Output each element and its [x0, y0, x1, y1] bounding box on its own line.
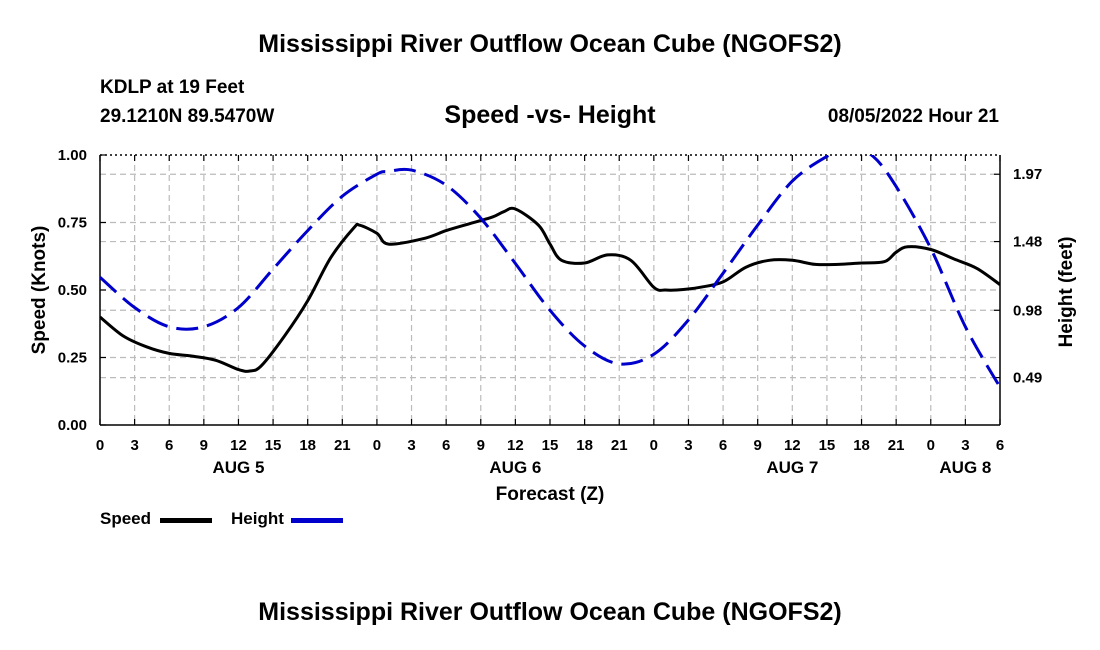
x-tick-label: 0 [650, 437, 658, 454]
x-axis-title: Forecast (Z) [496, 484, 605, 505]
x-day-label: AUG 5 [212, 458, 264, 477]
x-tick-label: 0 [96, 437, 104, 454]
x-tick-label: 9 [200, 437, 208, 454]
chart-subtitle: Speed -vs- Height [444, 101, 656, 129]
x-tick-label: 3 [961, 437, 969, 454]
chart-title: Mississippi River Outflow Ocean Cube (NG… [258, 30, 842, 58]
x-tick-label: 12 [230, 437, 247, 454]
x-tick-label: 3 [407, 437, 415, 454]
x-tick-label: 21 [611, 437, 628, 454]
x-tick-label: 6 [719, 437, 727, 454]
x-tick-label: 0 [927, 437, 935, 454]
x-tick-label: 6 [442, 437, 450, 454]
x-tick-label: 15 [819, 437, 836, 454]
x-day-label: AUG 8 [939, 458, 991, 477]
x-tick-label: 21 [888, 437, 905, 454]
y2-tick-label: 1.48 [1013, 234, 1042, 251]
y2-tick-label: 0.98 [1013, 302, 1042, 319]
x-tick-label: 18 [299, 437, 316, 454]
y-tick-label: 0.50 [58, 282, 87, 299]
legend-speed-swatch [160, 518, 212, 523]
x-tick-label: 9 [754, 437, 762, 454]
x-tick-label: 6 [996, 437, 1004, 454]
x-tick-label: 12 [784, 437, 801, 454]
x-day-label: AUG 6 [489, 458, 541, 477]
legend-height-label: Height [231, 509, 284, 528]
legend-speed-label: Speed [100, 509, 152, 528]
y2-tick-label: 1.97 [1013, 166, 1042, 183]
y-tick-label: 0.75 [58, 215, 87, 232]
y-tick-label: 0.25 [58, 350, 87, 367]
y2-axis-title: Height (feet) [1056, 237, 1077, 348]
forecast-datetime: 08/05/2022 Hour 21 [827, 106, 999, 127]
x-tick-label: 18 [853, 437, 870, 454]
x-tick-label: 3 [684, 437, 692, 454]
speed-series-line [100, 206, 1000, 373]
y-axis-title: Speed (Knots) [29, 226, 50, 355]
x-tick-label: 3 [130, 437, 138, 454]
x-tick-label: 12 [507, 437, 524, 454]
y-tick-label: 1.00 [58, 147, 87, 164]
x-tick-label: 6 [165, 437, 173, 454]
y2-tick-label: 0.49 [1013, 370, 1042, 387]
x-tick-label: 18 [576, 437, 593, 454]
x-tick-label: 21 [334, 437, 351, 454]
height-series-line [100, 155, 1000, 388]
x-tick-label: 9 [477, 437, 485, 454]
x-tick-label: 0 [373, 437, 381, 454]
legend-height-swatch [291, 518, 343, 523]
station-label: KDLP at 19 Feet [100, 77, 245, 98]
x-tick-label: 15 [542, 437, 559, 454]
y-tick-label: 0.00 [58, 417, 87, 434]
x-tick-label: 15 [265, 437, 282, 454]
bottom-title: Mississippi River Outflow Ocean Cube (NG… [258, 598, 842, 626]
x-day-label: AUG 7 [766, 458, 818, 477]
coordinates-label: 29.1210N 89.5470W [100, 106, 275, 127]
